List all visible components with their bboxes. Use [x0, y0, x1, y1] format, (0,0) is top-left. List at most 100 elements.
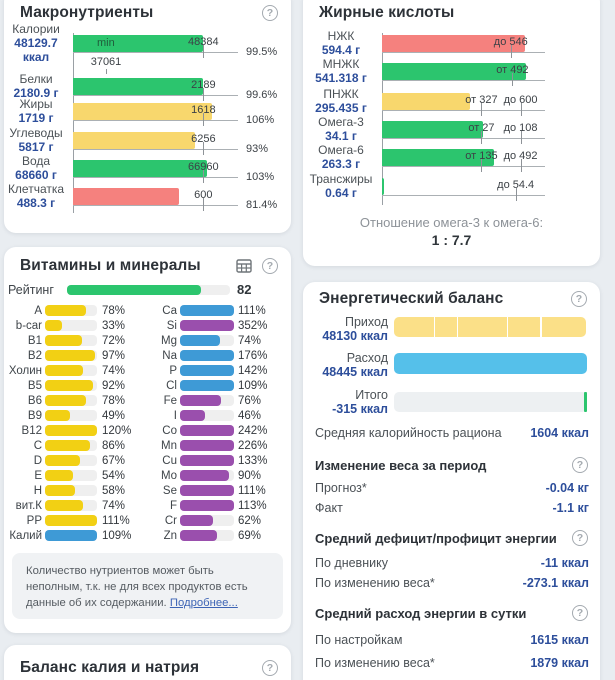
vitamin-percent: 111% — [238, 305, 266, 317]
income-bar-separator — [506, 317, 509, 337]
target-tick-label: от 27 — [468, 122, 495, 134]
bar-baseline — [73, 149, 238, 150]
target-tick-label: до 546 — [493, 36, 528, 48]
energy-bar-name: Приход — [345, 315, 388, 329]
energy-row-label: По дневнику — [315, 556, 388, 570]
target-tick-label: до 108 — [503, 122, 538, 134]
vitamin-bar-fill — [180, 335, 220, 346]
nutrient-name: Жиры — [19, 96, 53, 111]
vitamin-bar-fill — [45, 530, 97, 541]
nutrient-name: НЖК — [327, 28, 355, 43]
nutrient-value: 594.4 г — [321, 43, 361, 57]
expense-bar — [394, 353, 587, 374]
help-icon[interactable]: ? — [572, 530, 588, 546]
help-icon[interactable]: ? — [262, 660, 278, 676]
vitamin-bar-fill — [180, 515, 214, 526]
nutrient-value: 295.435 г — [315, 101, 367, 115]
energy-bar-name: Итого — [355, 388, 388, 402]
nutrient-name: МНЖК — [322, 56, 360, 71]
more-details-link[interactable]: Подробнее... — [169, 597, 238, 610]
energy-row-value: -1.1 кг — [552, 501, 589, 515]
energy-row-value: 1615 ккал — [530, 633, 589, 647]
target-tick — [203, 113, 205, 126]
fatty-acids-title: Жирные кислоты — [319, 4, 455, 21]
vitamin-bar-fill — [45, 500, 84, 511]
energy-row-label: Прогноз* — [315, 481, 367, 495]
nutrient-label: НЖК 594.4 г — [303, 29, 379, 57]
vitamin-bar-track — [45, 305, 97, 316]
percent-of-norm: 103% — [246, 171, 275, 183]
vitamin-bar-fill — [180, 410, 205, 421]
nutrient-value: 2180.9 г — [13, 86, 59, 100]
vitamin-label: Zn — [163, 530, 177, 542]
bar-baseline — [382, 138, 545, 139]
nutrient-name: Вода — [21, 153, 51, 168]
bar-baseline — [73, 52, 238, 53]
help-icon[interactable]: ? — [572, 457, 588, 473]
vitamin-bar-fill — [45, 440, 90, 451]
target-tick — [481, 159, 483, 172]
vitamin-bar-fill — [180, 530, 218, 541]
energy-bar-label: Приход 48130 ккал — [303, 315, 388, 344]
help-icon[interactable]: ? — [262, 258, 278, 274]
nutrient-bar — [73, 160, 207, 177]
nutrient-label: Жиры 1719 г — [4, 97, 68, 125]
target-tick — [512, 73, 514, 86]
target-tick — [203, 170, 205, 183]
percent-of-norm: 99.5% — [246, 46, 278, 58]
income-bar — [394, 317, 586, 337]
nutrient-value: 34.1 г — [325, 129, 357, 143]
help-icon[interactable]: ? — [572, 605, 588, 621]
percent-of-norm: 81.4% — [246, 199, 278, 211]
vitamin-bar-track — [180, 440, 234, 451]
vitamin-label: Na — [162, 350, 177, 362]
vitamin-bar-track — [180, 485, 234, 496]
help-icon[interactable]: ? — [571, 291, 587, 307]
vitamin-bar-fill — [180, 470, 229, 481]
target-tick — [520, 159, 522, 172]
nutrient-bar — [382, 178, 384, 195]
vitamin-bar-track — [45, 425, 97, 436]
bar-inline-text: min — [97, 37, 115, 49]
vitamin-label: PP — [26, 515, 42, 527]
target-tick-label: до 492 — [503, 150, 538, 162]
vitamin-bar-fill — [180, 440, 234, 451]
energy-row-label: По настройкам — [315, 633, 403, 647]
vitamin-label: b-car — [15, 320, 42, 332]
panel-vitamins-minerals: Витамины и минералы ? Рейтинг 82 A 78% — [4, 247, 291, 633]
rating-bar-fill — [67, 285, 201, 295]
omega-ratio-label: Отношение омега-3 к омега-6: — [359, 215, 544, 230]
target-tick — [481, 131, 483, 144]
vitamin-bar-fill — [45, 515, 97, 526]
nutrient-label: Омега-3 34.1 г — [303, 115, 379, 143]
vitamin-percent: 97% — [102, 350, 126, 362]
table-view-icon[interactable] — [236, 258, 252, 274]
vitamin-bar-fill — [180, 320, 234, 331]
vitamin-bar-track — [45, 440, 97, 451]
vitamin-percent: 69% — [238, 530, 262, 542]
nutrient-value: 68660 г — [15, 168, 57, 182]
bar-baseline — [382, 195, 545, 196]
vitamin-label: B2 — [27, 350, 42, 362]
target-tick — [515, 188, 517, 201]
vitamin-bar-track — [180, 380, 234, 391]
nutrient-name: Омега-6 — [318, 142, 364, 157]
energy-section-heading: Изменение веса за период — [315, 458, 487, 473]
vitamin-bar-fill — [180, 305, 234, 316]
potassium-balance-title: Баланс калия и натрия — [20, 659, 200, 676]
vitamin-percent: 111% — [102, 515, 130, 527]
total-bar-track — [394, 392, 587, 412]
vitamin-bar-track — [45, 350, 97, 361]
target-tick-label: от 492 — [496, 64, 529, 76]
target-tick-label: 48384 — [188, 36, 219, 48]
help-icon[interactable]: ? — [262, 5, 278, 21]
target-tick — [203, 88, 205, 101]
nutrient-bar — [73, 103, 212, 120]
vitamin-bar-track — [45, 395, 97, 406]
vitamin-bar-track — [180, 305, 234, 316]
vitamin-label: Cl — [166, 380, 177, 392]
nutrient-label: Вода 68660 г — [4, 154, 68, 182]
vitamin-label: I — [173, 410, 177, 422]
energy-section-heading: Средний дефицит/профицит энергии — [315, 531, 557, 546]
vitamin-percent: 74% — [102, 365, 126, 377]
